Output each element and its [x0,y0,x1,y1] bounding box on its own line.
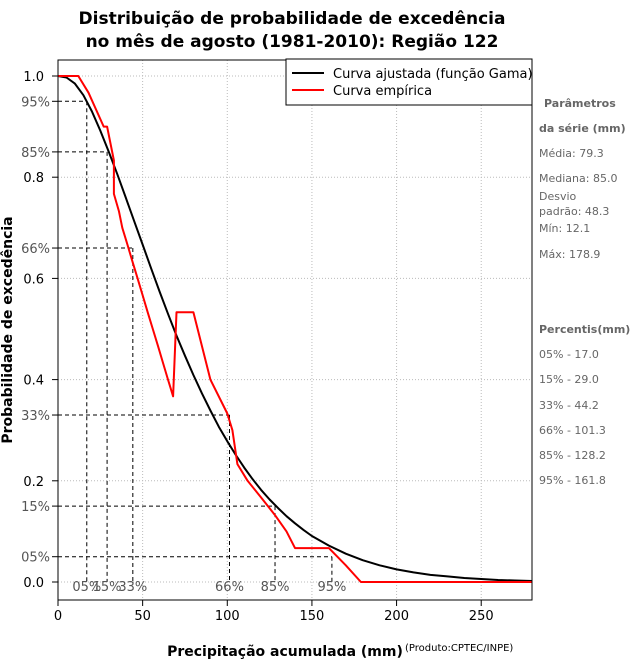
y-tick-label-2: 0.4 [23,374,44,389]
stat-sd-line-1: Desvio [539,190,577,203]
empirical-curve [58,75,532,583]
percentile-05: 05% - 17.0 [539,348,599,361]
percentile-33: 33% - 44.2 [539,399,599,412]
percentile-guides [58,100,333,582]
grid-lines [57,60,532,600]
y-pct-tick-label-0: 05% [21,551,50,566]
y-pct-tick-label-4: 85% [21,146,50,161]
x-tick-label-3: 150 [300,609,325,624]
chart-title-line-1: Distribuição de probabilidade de excedên… [79,9,506,29]
x-tick-label-2: 100 [215,609,240,624]
legend-label-fitted: Curva ajustada (função Gama) [333,67,533,82]
percentile-labels: 05%15%33% 66% 85% 95% [72,580,346,595]
percentile-label-0: 05% [72,580,101,595]
y-pct-tick-label-2: 33% [21,409,50,424]
series-lines [57,75,533,583]
percentile-label-1: 15% [93,580,122,595]
y-tick-label-0: 0.0 [23,576,44,591]
percentile-label-3: 66% [215,580,244,595]
chart-title-line-2: no mês de agosto (1981-2010): Região 122 [86,32,499,52]
x-tick-label-5: 250 [469,609,494,624]
x-tick-label-1: 50 [134,609,151,624]
percentile-66: 66% - 101.3 [539,424,606,437]
y-tick-label-1: 0.2 [23,475,44,490]
stat-sd-line-2: padrão: 48.3 [539,205,609,218]
y-pct-tick-label-5: 95% [21,95,50,110]
x-tick-label-4: 200 [384,609,409,624]
y-tick-label-3: 0.6 [23,272,44,287]
percentile-85: 85% - 128.2 [539,449,606,462]
percentile-95: 95% - 161.8 [539,474,606,487]
params-heading-2: da série (mm) [539,122,626,135]
fitted-gamma-curve [57,75,533,582]
percentile-label-5: 95% [317,580,346,595]
x-tick-label-0: 0 [54,609,62,624]
stat-median: Mediana: 85.0 [539,172,617,185]
percentile-15: 15% - 29.0 [539,373,599,386]
legend-box [285,58,533,106]
y-tick-label-5: 1.0 [23,70,44,85]
params-heading-1: Parâmetros [544,97,616,110]
legend-label-empirical: Curva empírica [333,84,432,99]
side-panel: Parâmetros da série (mm) Média: 79.3 Med… [539,97,630,487]
plot-frame [57,59,533,601]
percentile-label-2: 33% [118,580,147,595]
y-tick-label-4: 0.8 [23,171,44,186]
percentis-heading: Percentis(mm) [539,323,630,336]
y-axis: 0.0 0.2 0.4 0.6 0.8 1.0 05% 15% 33% 66% 85% 95% [21,70,58,591]
stat-mean: Média: 79.3 [539,147,604,160]
y-pct-tick-label-3: 66% [21,242,50,257]
y-axis-title: Probabilidade de excedência [0,216,16,443]
source-label: (Produto:CPTEC/INPE) [405,643,513,654]
percentile-label-4: 85% [261,580,290,595]
x-axis: 0 50 100 150 200 250 [54,600,494,624]
x-axis-title: Precipitação acumulada (mm) [167,644,403,660]
stat-min: Mín: 12.1 [539,222,590,235]
y-pct-tick-label-1: 15% [21,500,50,515]
legend: Curva ajustada (função Gama) Curva empír… [285,58,533,106]
stat-max: Máx: 178.9 [539,248,600,261]
